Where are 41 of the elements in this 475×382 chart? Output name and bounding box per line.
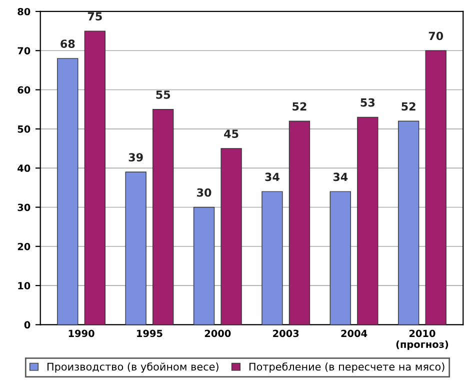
data-label: 70 bbox=[428, 32, 444, 40]
bar bbox=[398, 120, 420, 325]
y-tick-label: 20 bbox=[18, 242, 30, 250]
y-tick-label: 10 bbox=[18, 282, 30, 290]
y-tick-label: 60 bbox=[18, 86, 30, 94]
x-tick-label: 2010 (прогноз) bbox=[396, 330, 448, 350]
data-label: 34 bbox=[333, 172, 348, 182]
legend-label: Потребление (в пересчете на мясо) bbox=[249, 362, 444, 373]
x-tick-label: 1995 bbox=[137, 330, 162, 338]
x-tick-label: 2004 bbox=[341, 330, 368, 338]
y-tick-label: 0 bbox=[24, 321, 30, 329]
data-label: 52 bbox=[402, 102, 416, 111]
bar bbox=[262, 191, 283, 325]
data-label: 30 bbox=[197, 188, 212, 197]
bar bbox=[357, 116, 378, 325]
data-label: 52 bbox=[292, 102, 306, 111]
y-tick-label: 80 bbox=[18, 8, 30, 16]
bar bbox=[57, 58, 78, 325]
y-tick-label: 50 bbox=[18, 125, 30, 133]
x-tick-label: 2003 bbox=[273, 330, 299, 338]
bar bbox=[193, 206, 215, 325]
data-label: 45 bbox=[224, 130, 238, 138]
y-tick-label: 40 bbox=[18, 164, 30, 172]
x-tick-label: 2000 bbox=[204, 330, 231, 338]
data-label: 55 bbox=[156, 90, 170, 99]
data-label: 68 bbox=[60, 40, 75, 48]
bar bbox=[330, 191, 351, 325]
y-tick-label: 70 bbox=[18, 47, 30, 54]
bar bbox=[84, 30, 106, 325]
data-label: 75 bbox=[88, 12, 102, 21]
bar bbox=[152, 108, 174, 325]
data-label: 53 bbox=[360, 98, 375, 107]
bar bbox=[125, 172, 146, 325]
data-label: 39 bbox=[128, 153, 143, 162]
x-tick-label: 1990 bbox=[68, 330, 94, 338]
legend-label: Производство (в убойном весе) bbox=[48, 362, 218, 373]
y-tick-label: 30 bbox=[18, 204, 30, 212]
bar bbox=[220, 148, 242, 325]
bar bbox=[425, 50, 446, 325]
bar bbox=[288, 120, 310, 325]
data-label: 34 bbox=[265, 172, 280, 182]
